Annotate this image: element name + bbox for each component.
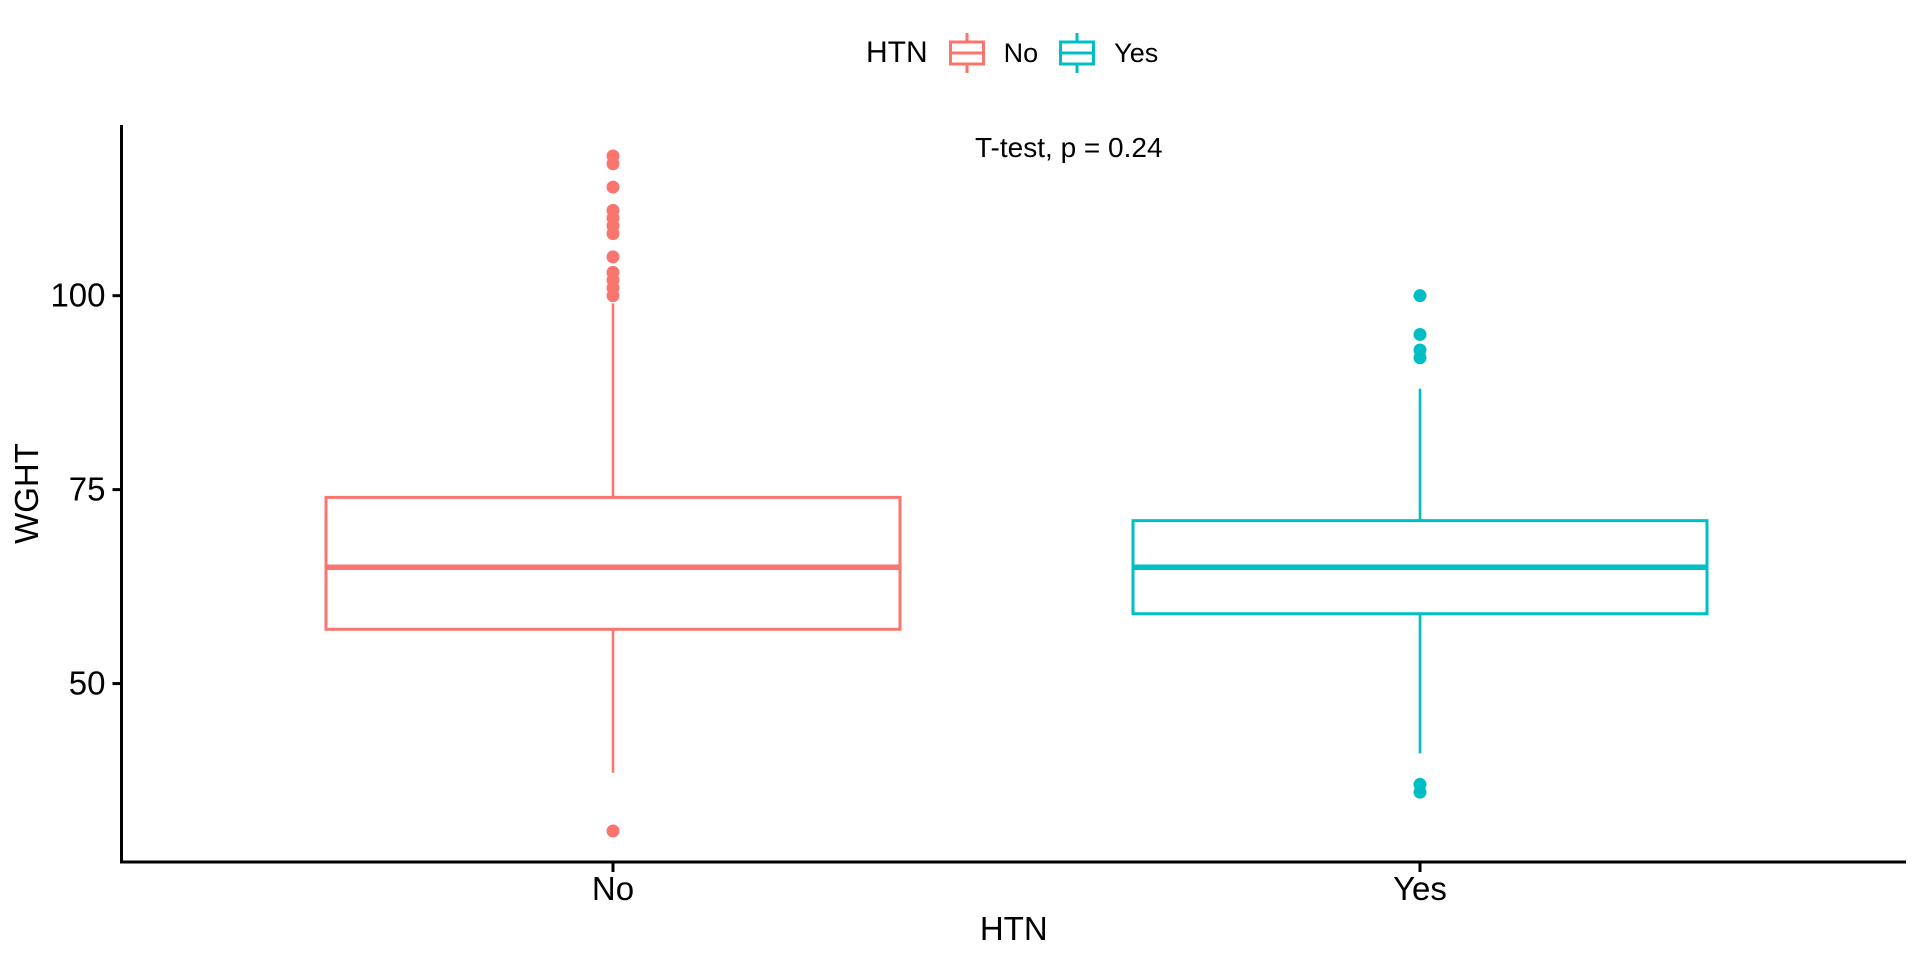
iqr-box <box>324 495 902 631</box>
y-tick-label: 100 <box>50 277 105 314</box>
boxplot-key-icon-yes <box>1059 33 1096 73</box>
legend-title: HTN <box>866 36 928 69</box>
outlier-point <box>606 203 620 217</box>
boxplot-key-icon-no <box>948 33 985 73</box>
outlier-point <box>1413 777 1427 791</box>
outlier-point <box>606 149 620 163</box>
outlier-point <box>606 824 620 838</box>
legend: HTN No Yes <box>866 30 1158 76</box>
legend-item-yes: Yes <box>1058 31 1158 75</box>
outlier-point <box>606 250 620 264</box>
box-group-yes <box>1131 289 1709 799</box>
y-tick-label: 75 <box>69 471 106 508</box>
outlier-point <box>1413 289 1427 303</box>
legend-item-no: No <box>948 31 1039 75</box>
legend-label-yes: Yes <box>1114 37 1159 68</box>
outlier-point <box>1413 343 1427 357</box>
legend-label-no: No <box>1003 37 1039 68</box>
outlier-point <box>1413 327 1427 341</box>
x-tick-label: No <box>592 870 634 907</box>
box-group-no <box>324 149 902 838</box>
y-axis-title: WGHT <box>8 443 45 544</box>
outlier-point <box>606 180 620 194</box>
outlier-point <box>606 265 620 279</box>
y-tick-label: 50 <box>69 665 106 702</box>
x-tick-label: Yes <box>1393 870 1447 907</box>
x-axis-title: HTN <box>980 910 1048 947</box>
stat-annotation: T-test, p = 0.24 <box>975 132 1163 163</box>
